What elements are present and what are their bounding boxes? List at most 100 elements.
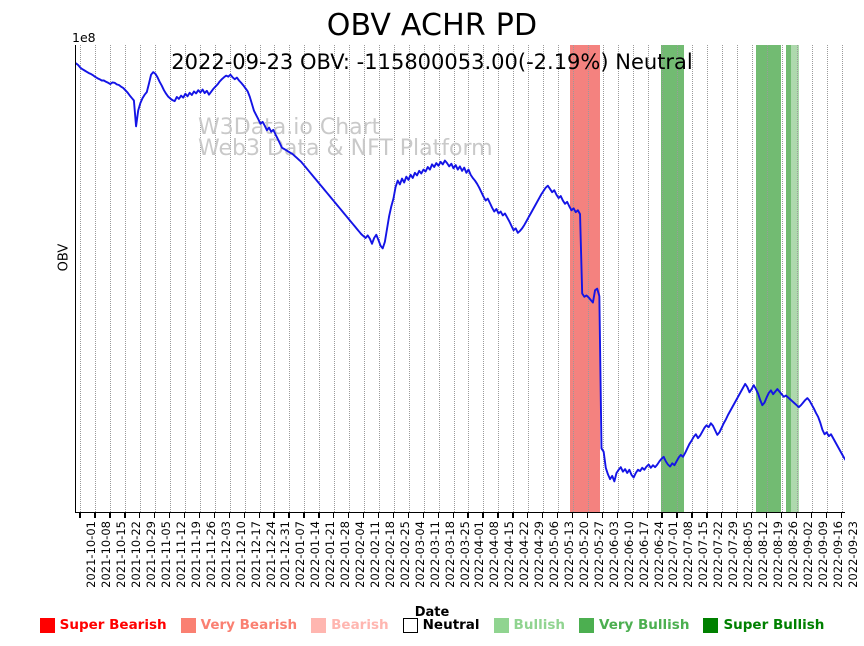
gridline [453, 45, 455, 512]
legend-item[interactable]: Very Bullish [578, 617, 690, 633]
gridline [364, 45, 365, 512]
x-tick-mark [228, 513, 230, 518]
gridline [498, 45, 500, 512]
obv-line-series [76, 62, 845, 483]
gridline [513, 45, 515, 512]
gridline [408, 45, 410, 512]
legend-item[interactable]: Neutral [402, 617, 480, 633]
x-tick-mark [94, 513, 96, 518]
gridline [617, 45, 619, 512]
gridline [155, 45, 157, 512]
plot-area: W3Data.io Chart Web3 Data & NFT Platform… [75, 45, 845, 513]
x-tick-mark [825, 513, 827, 518]
x-tick-label: 2022-04-01 [472, 521, 487, 588]
gridline [334, 45, 336, 512]
x-tick-mark [79, 513, 81, 518]
gridline [826, 45, 828, 512]
gridline [319, 45, 321, 512]
x-tick-label: 2022-07-29 [726, 521, 741, 588]
gridline [349, 45, 351, 512]
x-tick-label: 2022-05-06 [547, 521, 562, 588]
x-tick-label: 2022-01-28 [338, 521, 353, 588]
x-tick-label: 2021-12-17 [248, 521, 263, 588]
gridline [80, 45, 82, 512]
gridline [244, 45, 246, 512]
gridline [543, 45, 545, 512]
legend-item[interactable]: Bullish [493, 617, 565, 633]
legend-label: Bearish [331, 617, 389, 633]
gridline [304, 45, 306, 512]
x-tick-mark [318, 513, 320, 518]
gridline [483, 45, 485, 512]
x-tick-mark [497, 513, 499, 518]
gridline [393, 45, 395, 512]
gridline [722, 45, 724, 512]
x-tick-label: 2022-02-18 [382, 521, 397, 588]
x-tick-label: 2022-04-29 [532, 521, 547, 588]
legend-swatch-icon [493, 617, 509, 633]
x-tick-mark [258, 513, 260, 518]
gridline [587, 45, 589, 512]
legend-label: Neutral [422, 617, 480, 633]
legend-swatch-icon [39, 617, 55, 633]
x-tick-mark [527, 513, 529, 518]
legend-swatch-icon [703, 617, 719, 633]
x-tick-mark [706, 513, 708, 518]
x-tick-label: 2021-12-10 [233, 521, 248, 588]
x-tick-mark [676, 513, 678, 518]
gridline [662, 45, 664, 512]
x-tick-label: 2022-03-25 [457, 521, 472, 588]
y-axis-label: OBV [56, 243, 72, 272]
x-tick-mark [333, 513, 335, 518]
gridline [781, 45, 783, 512]
x-tick-mark [691, 513, 693, 518]
x-tick-mark [631, 513, 633, 518]
x-tick-label: 2022-09-09 [815, 521, 830, 588]
x-tick-label: 2022-07-22 [711, 521, 726, 588]
gridline [229, 45, 231, 512]
x-tick-mark [661, 513, 663, 518]
x-tick-mark [452, 513, 454, 518]
x-tick-mark [243, 513, 245, 518]
legend-label: Very Bullish [598, 617, 690, 633]
x-tick-label: 2022-03-11 [427, 521, 442, 588]
gridline [259, 45, 261, 512]
x-tick-label: 2022-05-27 [591, 521, 606, 588]
gridline [274, 45, 276, 512]
legend-item[interactable]: Super Bearish [39, 617, 167, 633]
gridline [170, 45, 171, 512]
gridline [184, 45, 186, 512]
x-tick-label: 2022-04-08 [487, 521, 502, 588]
x-tick-mark [840, 513, 842, 518]
gridline [692, 45, 694, 512]
x-tick-mark [124, 513, 126, 518]
x-tick-label: 2022-02-04 [353, 521, 368, 588]
gridline [110, 45, 112, 512]
legend-item[interactable]: Very Bearish [180, 617, 297, 633]
gridline [811, 45, 813, 512]
x-tick-label: 2022-01-07 [293, 521, 308, 588]
legend-item[interactable]: Bearish [311, 617, 389, 633]
x-tick-label: 2021-12-03 [218, 521, 233, 588]
x-tick-label: 2022-07-08 [681, 521, 696, 588]
x-tick-label: 2021-10-22 [129, 521, 144, 588]
x-tick-label: 2022-06-10 [621, 521, 636, 588]
x-tick-label: 2022-05-13 [561, 521, 576, 588]
x-tick-label: 2021-10-29 [144, 521, 159, 588]
highlight-band [661, 45, 685, 512]
x-tick-mark [377, 513, 380, 518]
x-tick-label: 2021-10-15 [114, 521, 129, 588]
x-tick-mark [273, 513, 275, 518]
x-tick-label: 2022-08-19 [770, 521, 785, 588]
x-tick-label: 2022-02-25 [397, 521, 412, 588]
x-tick-label: 2022-01-14 [308, 521, 323, 588]
chart-title: OBV ACHR PD [326, 8, 538, 43]
x-tick-label: 2022-01-21 [323, 521, 338, 588]
gridline [528, 45, 530, 512]
x-tick-mark [169, 513, 171, 518]
gridline [751, 45, 753, 512]
legend-label: Super Bullish [723, 617, 825, 633]
gridline [199, 45, 201, 512]
x-tick-label: 2022-09-23 [845, 521, 860, 588]
legend-item[interactable]: Super Bullish [703, 617, 824, 633]
